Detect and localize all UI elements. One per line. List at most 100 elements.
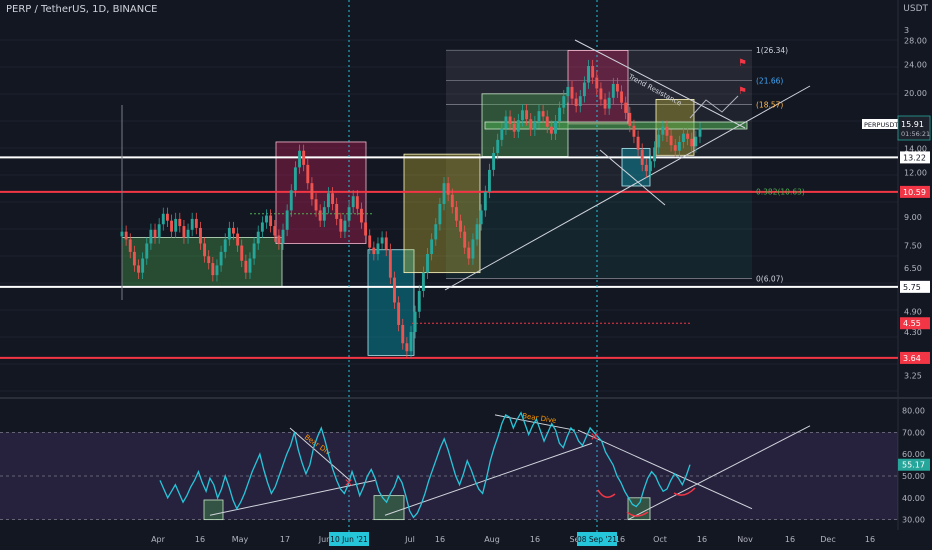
candle (690, 138, 694, 147)
candle (624, 102, 628, 113)
trend-line-lower (599, 149, 666, 206)
candle (438, 203, 442, 225)
current-price-label: 15.91 (901, 120, 924, 129)
countdown-label: 01:56:21 (901, 130, 930, 138)
candle (426, 254, 429, 273)
candle (355, 196, 359, 209)
candle (508, 116, 512, 124)
candle (174, 218, 178, 232)
price-tag-label: 3.64 (903, 354, 921, 363)
candle (232, 227, 235, 234)
fib-label: (18.57) (756, 101, 783, 110)
time-tick-label: Dec (820, 535, 835, 544)
candle (265, 215, 268, 223)
candle (393, 277, 396, 303)
time-tick-label: May (232, 535, 249, 544)
candle (281, 229, 285, 244)
price-tick-label: 9.00 (904, 213, 922, 222)
currency-label: USDT (903, 4, 928, 14)
fib-label: 1(26.34) (756, 46, 788, 55)
rsi-zone-box (203, 499, 224, 521)
candle (459, 220, 462, 232)
candle (657, 134, 661, 148)
candle (628, 112, 632, 126)
rsi-tick-label: 70.00 (902, 428, 925, 437)
rsi-trend-line (384, 442, 593, 516)
price-tick-label: 20.00 (904, 89, 927, 98)
candle (376, 243, 380, 255)
candle (454, 207, 458, 221)
rsi-tick-label: 30.00 (902, 516, 925, 525)
price-tick-label: 6.50 (904, 264, 922, 273)
candle (479, 210, 483, 225)
price-tag (900, 280, 930, 293)
price-tick-label: 24.00 (904, 61, 927, 70)
candle (186, 229, 190, 238)
candle (178, 218, 182, 227)
candle (582, 82, 586, 97)
candle (421, 272, 425, 291)
candle (500, 128, 504, 140)
candle (351, 196, 355, 208)
candle (293, 167, 297, 191)
candle (397, 302, 401, 325)
candle (240, 245, 244, 261)
candle (170, 220, 173, 232)
candle (331, 193, 335, 204)
candle (636, 136, 640, 150)
time-tick-label: Jul (404, 535, 415, 544)
candle (644, 164, 648, 172)
candle (322, 207, 326, 221)
candle (541, 111, 545, 117)
candle (496, 139, 500, 154)
candle (161, 213, 165, 225)
candle (409, 332, 413, 352)
candle (277, 235, 281, 244)
price-tick-label: 14.00 (904, 144, 927, 153)
rsi-current-tag (898, 458, 930, 471)
candle (203, 243, 207, 257)
candle (124, 231, 128, 240)
price-tag-label: 13.22 (903, 153, 926, 162)
candle (405, 343, 409, 352)
rsi-trend-line (627, 425, 811, 521)
time-tick-label: Apr (151, 535, 166, 544)
candle (574, 98, 578, 107)
candle (450, 194, 454, 208)
candle (368, 235, 372, 248)
projection-path (689, 95, 739, 119)
rsi-tick-label: 60.00 (902, 450, 925, 459)
candle (549, 126, 553, 134)
price-tag (900, 317, 930, 330)
price-tick-label: 3.25 (904, 372, 922, 381)
rsi-tick-label: 50.00 (902, 472, 925, 481)
time-tick-label: 16 (435, 535, 445, 544)
candle (483, 191, 487, 211)
price-tick-label: 3 (904, 26, 909, 35)
curve-marker (597, 489, 616, 498)
candle (492, 153, 496, 170)
candle (273, 226, 277, 236)
candle (198, 227, 202, 244)
candle (529, 119, 533, 130)
price-tag (900, 151, 930, 164)
time-tick-label: Oct (653, 535, 667, 544)
candle (446, 183, 450, 195)
candle (467, 247, 471, 259)
candle (318, 210, 322, 221)
candle (157, 224, 161, 238)
candle (686, 133, 690, 139)
date-marker-tag (329, 532, 369, 546)
price-tag-label: 4.55 (903, 319, 921, 328)
candle (537, 111, 541, 123)
candle (649, 161, 652, 172)
candle (260, 222, 264, 232)
candle (310, 183, 314, 200)
candle (302, 150, 306, 165)
candle (615, 83, 619, 92)
candle (516, 120, 520, 132)
time-tick-label: 16 (530, 535, 540, 544)
cross-marker-icon: ✕ (344, 477, 353, 490)
candle (219, 251, 223, 266)
